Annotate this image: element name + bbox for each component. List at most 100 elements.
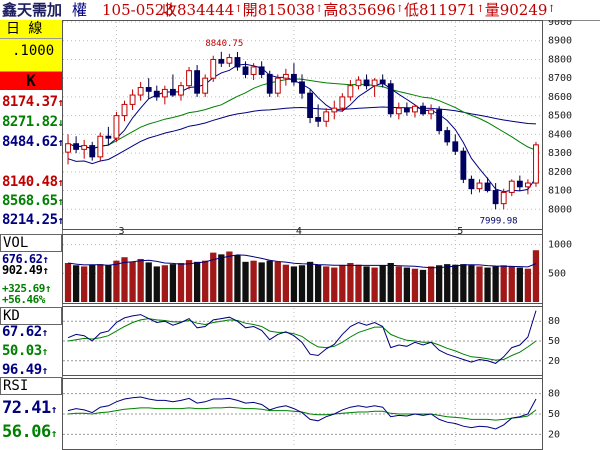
quote-header: 鑫天需加權 105-0523收834444↑開815038↑高835696↑低81… — [0, 0, 600, 21]
candle — [234, 51, 241, 71]
candle-body — [81, 145, 88, 150]
quote-item-arrow: ↑ — [234, 4, 243, 15]
volume-panel — [64, 250, 540, 302]
volume-bar — [387, 262, 394, 302]
candle-body — [468, 178, 475, 190]
volume-bar — [258, 262, 265, 302]
candle-body — [194, 70, 201, 94]
price-annotation: 8840.75 — [205, 39, 243, 49]
candle-body — [210, 58, 217, 79]
volume-bar — [242, 261, 249, 302]
volume-bar — [436, 265, 443, 302]
price-panel: 8840.75 7999.98 — [65, 39, 539, 226]
rsi-tick-label: 50 — [548, 409, 560, 420]
scale-label: .1000 — [0, 39, 62, 72]
vol-ma-line — [67, 254, 537, 269]
volume-bar — [234, 255, 241, 302]
price-tick-label: 8800 — [548, 54, 572, 65]
price-annotation: 7999.98 — [480, 216, 518, 226]
candle — [476, 179, 483, 193]
candle-body — [436, 109, 443, 132]
candle — [307, 89, 313, 124]
quote-item-value: 815038 — [257, 1, 315, 19]
price-tick-label: 8000 — [548, 204, 572, 215]
candle — [291, 63, 297, 86]
candle-body — [460, 150, 467, 180]
candle-body — [250, 66, 257, 75]
quote-item-arrow: ↑ — [395, 4, 405, 15]
candle — [516, 175, 523, 191]
volume-bar — [193, 261, 201, 302]
volume-bar — [290, 266, 298, 302]
kd-tick-label: 80 — [548, 316, 560, 327]
candle — [169, 74, 176, 97]
volume-bar — [339, 265, 346, 302]
volume-bar — [395, 266, 402, 302]
candle — [73, 136, 80, 154]
candle — [242, 61, 249, 79]
candle — [105, 126, 112, 146]
price-tick-label: 9000 — [548, 20, 572, 28]
candle — [460, 147, 467, 184]
candle-body — [161, 88, 168, 98]
quote-item-value: 90249 — [499, 1, 548, 19]
kd-value-1: 50.03↑ — [2, 343, 48, 359]
candle-body — [121, 103, 128, 117]
volume-bar — [64, 262, 72, 302]
ma-long-line — [67, 106, 537, 165]
candle-body — [476, 182, 483, 190]
candle-body — [339, 96, 346, 109]
candle — [452, 134, 459, 155]
volume-bar — [476, 266, 483, 302]
candle-body — [500, 191, 507, 205]
candle-body — [258, 66, 265, 75]
kd-value-0: 67.62↑ — [2, 324, 48, 340]
volume-bar — [169, 264, 177, 302]
panel-frame-kd — [62, 306, 543, 376]
candle-body — [428, 109, 435, 115]
candle — [379, 74, 386, 88]
candle — [412, 104, 418, 118]
volume-bar — [105, 265, 112, 302]
volume-bar — [347, 262, 354, 302]
volume-bar — [274, 261, 281, 302]
volume-bar — [379, 265, 386, 302]
candle-body — [145, 87, 152, 92]
stock-chart: 8840.75 7999.98 9000 8900 8800 8700 8600 8500 8… — [62, 20, 572, 450]
candle — [210, 55, 217, 82]
volume-bar — [89, 264, 96, 302]
candle-body — [403, 107, 410, 113]
price-tick-label: 8600 — [548, 92, 572, 103]
candle — [395, 102, 402, 120]
period-label[interactable]: 日 線 — [0, 20, 62, 39]
candle — [299, 74, 305, 99]
candle — [121, 100, 128, 122]
candle-body — [226, 57, 233, 64]
month-label: 5 — [457, 226, 463, 237]
candle — [315, 104, 322, 127]
month-label: 3 — [118, 226, 124, 237]
volume-bar — [484, 267, 491, 302]
candle — [331, 100, 338, 120]
candle-body — [444, 130, 451, 143]
candle — [153, 85, 160, 101]
candle — [533, 141, 539, 187]
candle — [371, 78, 378, 97]
candle — [97, 132, 104, 161]
candle-body — [371, 79, 378, 87]
price-tick-label: 8100 — [548, 186, 572, 197]
quote-item-0: 收834444↑ — [162, 0, 243, 20]
axis-layer: 9000 8900 8800 8700 8600 8500 8400 8300 8200 8100… — [118, 20, 572, 450]
volume-bar — [250, 260, 257, 302]
vol-change-1: +56.46% — [2, 293, 45, 306]
candle — [218, 51, 225, 67]
candle-body — [169, 88, 176, 96]
candle-body — [282, 73, 289, 79]
ma-top-value-2: 8484.62↑ — [2, 134, 64, 150]
quote-item-1: 開815038↑ — [243, 0, 324, 20]
k-line — [67, 310, 537, 364]
quote-item-value: 811971 — [419, 1, 477, 19]
quote-date: 105-0523 — [102, 1, 174, 19]
k-label: K — [0, 72, 62, 90]
candle — [500, 188, 507, 210]
